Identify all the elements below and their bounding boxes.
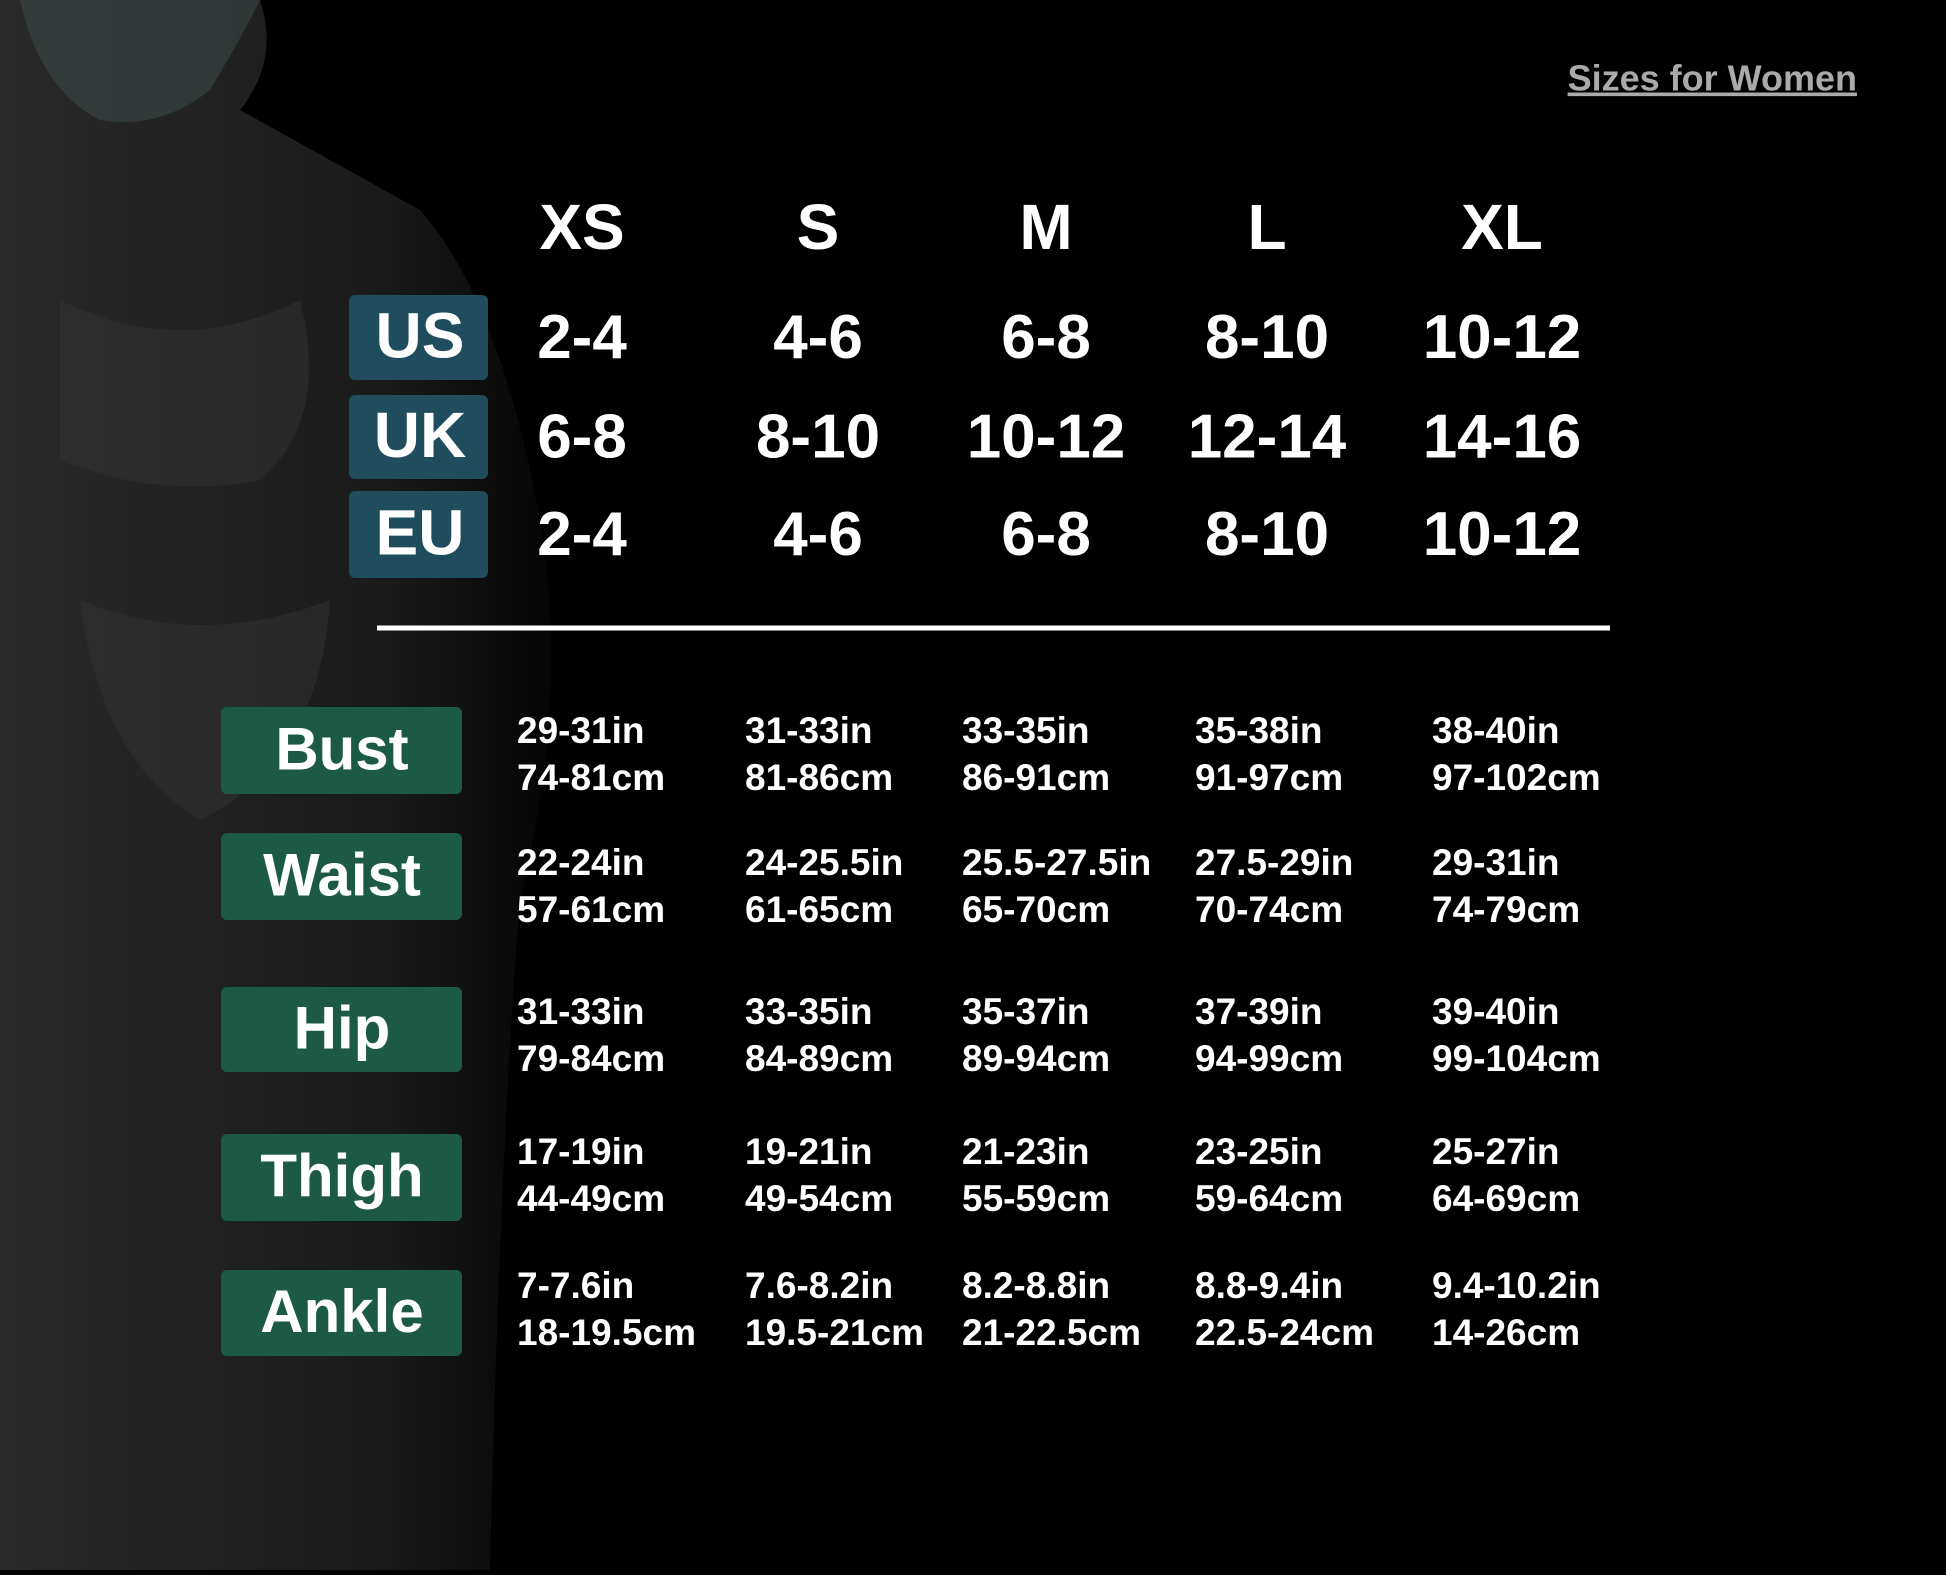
measure-in: 17-19in (517, 1131, 645, 1172)
measure-in: 31-33in (517, 991, 645, 1032)
measure-cm: 64-69cm (1432, 1178, 1580, 1219)
measure-in: 29-31in (1432, 842, 1560, 883)
measure-in: 8.2-8.8in (962, 1265, 1110, 1306)
region-size: 12-14 (1188, 402, 1347, 471)
measure-label: Thigh (260, 1142, 423, 1209)
suit-panels (60, 300, 330, 820)
region-size: 8-10 (1205, 303, 1329, 372)
region-size: 4-6 (773, 500, 863, 569)
size-header: L (1247, 191, 1286, 263)
measure-cm: 86-91cm (962, 757, 1110, 798)
measure-in: 24-25.5in (745, 842, 903, 883)
size-header: XS (539, 191, 624, 263)
measure-cm: 14-26cm (1432, 1312, 1580, 1353)
region-label: UK (374, 399, 466, 471)
measure-in: 33-35in (962, 710, 1090, 751)
measure-in: 25-27in (1432, 1131, 1560, 1172)
region-size: 6-8 (537, 402, 627, 471)
region-size: 2-4 (537, 500, 627, 569)
model-hair (20, 0, 260, 122)
measure-cm: 99-104cm (1432, 1038, 1601, 1079)
measure-badge (221, 1134, 462, 1221)
title: Sizes for Women (1568, 58, 1857, 99)
region-size: 10-12 (1423, 303, 1582, 372)
measure-in: 19-21in (745, 1131, 873, 1172)
measure-in: 8.8-9.4in (1195, 1265, 1343, 1306)
measure-badge (221, 707, 462, 794)
measure-cm: 18-19.5cm (517, 1312, 696, 1353)
region-label: EU (376, 496, 465, 568)
measure-in: 22-24in (517, 842, 645, 883)
region-size: 10-12 (967, 402, 1126, 471)
measure-cm: 19.5-21cm (745, 1312, 924, 1353)
measure-in: 29-31in (517, 710, 645, 751)
measure-in: 9.4-10.2in (1432, 1265, 1601, 1306)
measure-in: 39-40in (1432, 991, 1560, 1032)
region-size: 6-8 (1001, 500, 1091, 569)
measure-cm: 84-89cm (745, 1038, 893, 1079)
measure-badge (221, 1270, 462, 1356)
size-header: XL (1461, 191, 1543, 263)
measure-badge (221, 987, 462, 1072)
measure-in: 25.5-27.5in (962, 842, 1151, 883)
measure-label: Hip (294, 994, 391, 1061)
measure-in: 35-37in (962, 991, 1090, 1032)
measure-cm: 74-81cm (517, 757, 665, 798)
measure-cm: 97-102cm (1432, 757, 1601, 798)
measure-cm: 57-61cm (517, 889, 665, 930)
measure-label: Waist (263, 841, 421, 908)
measure-in: 21-23in (962, 1131, 1090, 1172)
measure-in: 35-38in (1195, 710, 1323, 751)
measure-cm: 55-59cm (962, 1178, 1110, 1219)
measure-cm: 81-86cm (745, 757, 893, 798)
region-badge (349, 395, 488, 479)
measure-cm: 61-65cm (745, 889, 893, 930)
measure-cm: 59-64cm (1195, 1178, 1343, 1219)
measure-cm: 21-22.5cm (962, 1312, 1141, 1353)
measure-cm: 44-49cm (517, 1178, 665, 1219)
region-size: 14-16 (1423, 402, 1582, 471)
measure-in: 31-33in (745, 710, 873, 751)
region-badge (349, 491, 488, 578)
measure-in: 33-35in (745, 991, 873, 1032)
measure-cm: 22.5-24cm (1195, 1312, 1374, 1353)
measure-in: 7-7.6in (517, 1265, 634, 1306)
measure-cm: 79-84cm (517, 1038, 665, 1079)
size-header: S (797, 191, 840, 263)
region-size: 8-10 (1205, 500, 1329, 569)
measure-cm: 91-97cm (1195, 757, 1343, 798)
measure-cm: 70-74cm (1195, 889, 1343, 930)
measure-in: 23-25in (1195, 1131, 1323, 1172)
region-size: 8-10 (756, 402, 880, 471)
measure-cm: 89-94cm (962, 1038, 1110, 1079)
measure-cm: 94-99cm (1195, 1038, 1343, 1079)
measure-badge (221, 833, 462, 920)
size-header: M (1019, 191, 1072, 263)
measure-label: Bust (275, 715, 408, 782)
region-badge (349, 295, 488, 380)
measure-in: 27.5-29in (1195, 842, 1353, 883)
measure-cm: 74-79cm (1432, 889, 1580, 930)
measure-in: 7.6-8.2in (745, 1265, 893, 1306)
region-size: 6-8 (1001, 303, 1091, 372)
measure-in: 37-39in (1195, 991, 1323, 1032)
region-size: 4-6 (773, 303, 863, 372)
measure-cm: 65-70cm (962, 889, 1110, 930)
measure-in: 38-40in (1432, 710, 1560, 751)
region-size: 2-4 (537, 303, 627, 372)
measure-label: Ankle (260, 1278, 423, 1345)
region-label: US (376, 299, 465, 371)
region-size: 10-12 (1423, 500, 1582, 569)
measure-cm: 49-54cm (745, 1178, 893, 1219)
